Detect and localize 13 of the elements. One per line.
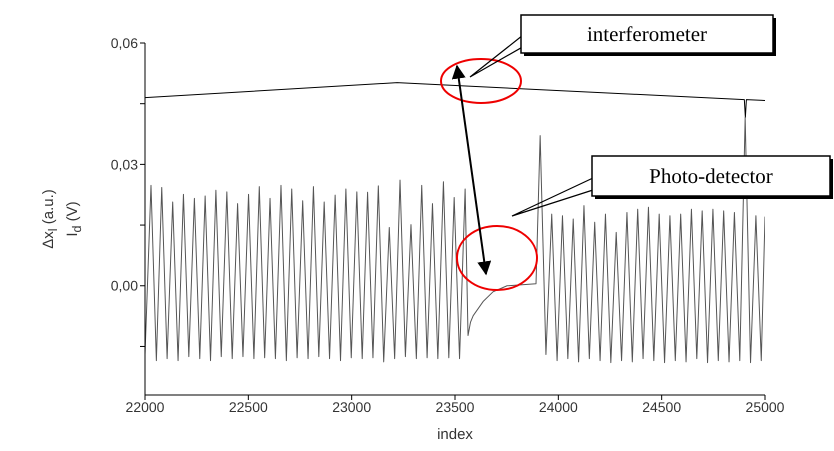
- annotation: interferometer: [521, 15, 773, 53]
- y-tick-label: 0,06: [110, 34, 138, 51]
- x-axis-title: index: [436, 426, 474, 443]
- y-tick-label: 0,03: [110, 156, 138, 172]
- x-tick-label: 23000: [332, 398, 372, 415]
- x-tick-label: 24000: [538, 398, 578, 415]
- y-tick-label: 0,00: [110, 278, 138, 294]
- x-tick-label: 24500: [642, 398, 682, 415]
- x-tick-label: 23500: [436, 398, 475, 415]
- x-tick-label: 25000: [746, 398, 785, 415]
- x-tick-label: 22500: [228, 398, 268, 415]
- annotation: Photo-detector: [592, 156, 830, 196]
- x-tick-label: 22000: [126, 398, 165, 415]
